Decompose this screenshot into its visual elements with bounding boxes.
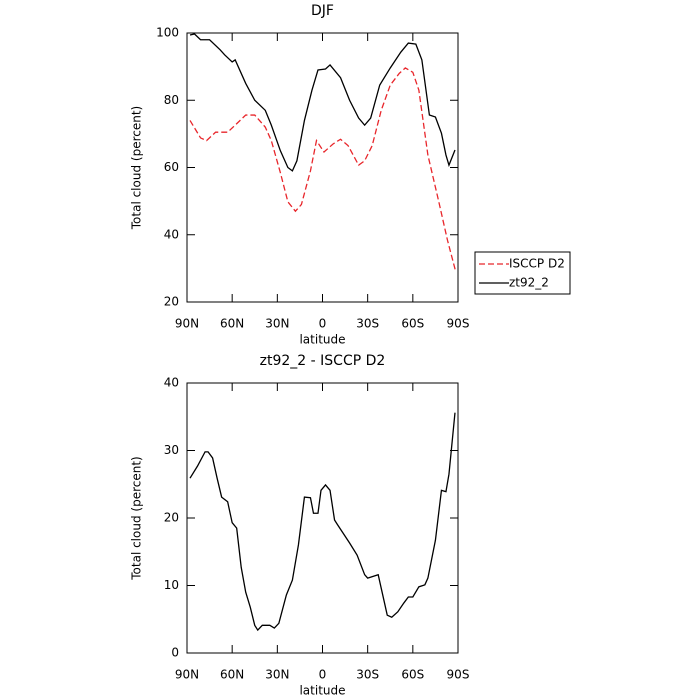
y-tick-label: 10 (164, 578, 179, 592)
legend-label: ISCCP D2 (509, 257, 565, 271)
y-tick-label: 80 (164, 93, 179, 107)
x-tick-label: 90N (175, 668, 199, 682)
x-tick-label: 90S (447, 317, 470, 331)
x-tick-label: 60S (401, 317, 424, 331)
legend-label: zt92_2 (509, 276, 549, 290)
y-tick-label: 60 (164, 160, 179, 174)
x-tick-label: 90S (447, 668, 470, 682)
x-tick-label: 60N (220, 317, 244, 331)
series-line (189, 412, 456, 632)
y-tick-label: 30 (164, 443, 179, 457)
legend-box (474, 251, 571, 295)
x-tick-label: 60N (220, 668, 244, 682)
series-line (189, 67, 457, 272)
y-tick-label: 20 (164, 295, 179, 309)
plot-frame (186, 382, 459, 654)
x-tick-label: 30N (265, 668, 289, 682)
series-line (189, 33, 456, 172)
chart-title: DJF (311, 3, 334, 19)
y-axis-label: Total cloud (percent) (130, 106, 144, 230)
x-tick-label: 0 (319, 317, 327, 331)
x-axis-label: latitude (299, 333, 345, 347)
x-tick-label: 30S (356, 668, 379, 682)
x-axis-label: latitude (299, 684, 345, 698)
plot-frame (186, 32, 459, 303)
y-tick-label: 100 (156, 26, 179, 40)
y-tick-label: 40 (164, 227, 179, 241)
y-axis-label: Total cloud (percent) (130, 456, 144, 580)
x-tick-label: 0 (319, 668, 327, 682)
y-tick-label: 40 (164, 376, 179, 390)
x-tick-label: 30N (265, 317, 289, 331)
x-tick-label: 60S (401, 668, 424, 682)
y-tick-label: 20 (164, 511, 179, 525)
chart-title: zt92_2 - ISCCP D2 (260, 353, 386, 369)
y-tick-label: 0 (171, 646, 179, 660)
x-tick-label: 90N (175, 317, 199, 331)
x-tick-label: 30S (356, 317, 379, 331)
